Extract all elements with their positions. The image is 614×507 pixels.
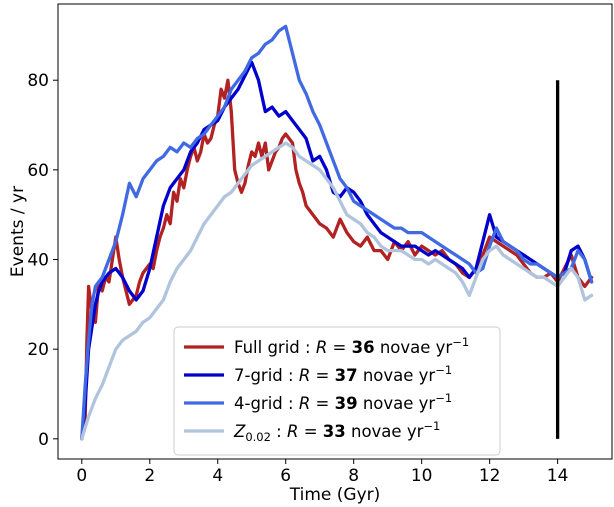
y-tick-label: 40: [27, 251, 49, 271]
series-line-4: [80, 141, 594, 441]
axes-frame: [57, 3, 613, 460]
legend: Full grid : R = 36 novae yr−1 7-grid : R …: [173, 326, 501, 456]
legend-box: [173, 326, 501, 456]
x-axis-label: Time (Gyr): [289, 485, 381, 505]
legend-entry-1: Full grid : R = 36 novae yr−1: [234, 335, 469, 357]
y-axis-label: Events / yr: [8, 186, 28, 277]
y-tick-label: 80: [27, 71, 49, 91]
x-tick-label: 0: [76, 466, 87, 486]
y-tick-label: 60: [27, 161, 49, 181]
plot-area: [80, 24, 594, 441]
axes: 0 2 4 6 8 10 12 14 0 20 40 60 80 Time (Gyr) Events / y…: [8, 3, 613, 505]
legend-entry-3: 4-grid : R = 39 novae yr−1: [234, 391, 452, 413]
x-tick-label: 2: [144, 466, 155, 486]
series-line-3: [80, 24, 594, 441]
legend-entry-2: 7-grid : R = 37 novae yr−1: [234, 363, 452, 385]
x-tick-label: 6: [280, 466, 291, 486]
x-tick-label: 10: [411, 466, 433, 486]
x-tick-label: 8: [348, 466, 359, 486]
x-tick-label: 12: [479, 466, 501, 486]
y-tick-label: 20: [27, 340, 49, 360]
y-tick-label: 0: [38, 430, 49, 450]
legend-entry-4: Z0.02 : R = 33 novae yr−1: [233, 419, 440, 444]
x-tick-label: 14: [547, 466, 569, 486]
x-tick-label: 4: [212, 466, 223, 486]
